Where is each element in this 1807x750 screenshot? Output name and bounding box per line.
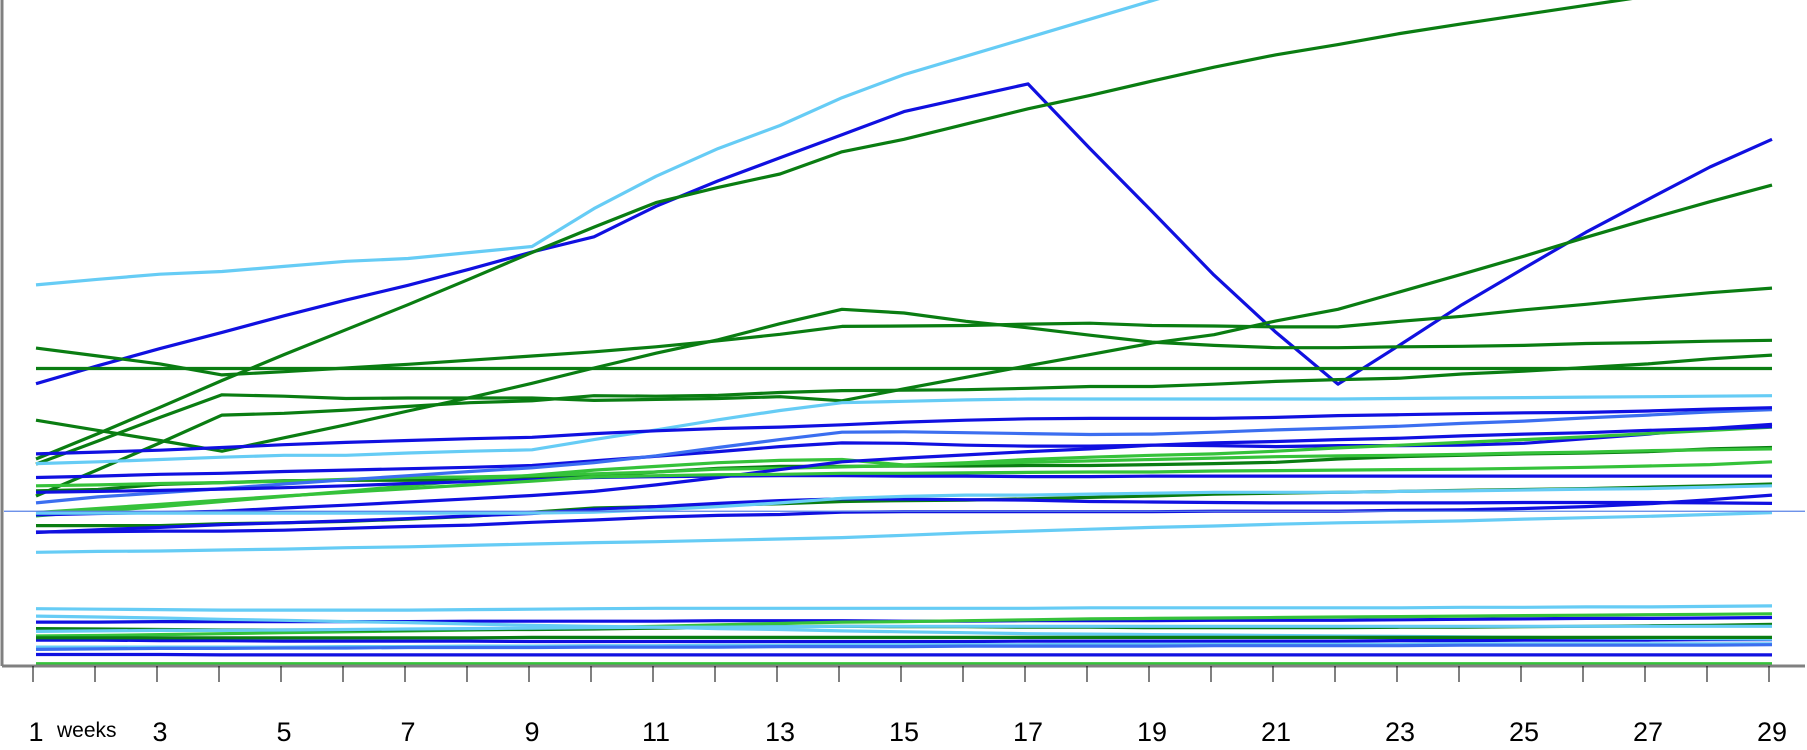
series-line-18 — [35, 425, 1773, 517]
x-axis-tick-labels: 1 3 5 7 9 11 13 15 17 19 21 23 25 27 29 — [28, 717, 1787, 747]
series-line-10 — [35, 394, 1773, 466]
series-line-2 — [35, 82, 1773, 386]
series-line-23 — [36, 484, 1773, 515]
x-tick-label: 11 — [642, 717, 670, 747]
x-tick-label: 5 — [276, 717, 291, 747]
series-line-1 — [35, 0, 1160, 287]
x-tick-label: 25 — [1509, 717, 1539, 747]
series-line-16 — [35, 408, 1773, 505]
x-tick-label: 21 — [1261, 717, 1291, 747]
series-line-34 — [35, 643, 1773, 651]
x-tick-label: 15 — [889, 717, 919, 747]
x-tick-label: 27 — [1633, 717, 1663, 747]
x-tick-label: 7 — [400, 717, 415, 747]
x-tick-label: 29 — [1757, 717, 1787, 747]
series-line-4 — [35, 286, 1773, 377]
series-line-26 — [35, 612, 1773, 638]
x-tick-label: 23 — [1385, 717, 1415, 747]
x-tick-label: 1 — [28, 717, 43, 747]
series-line-8 — [35, 307, 1773, 453]
series-line-24 — [35, 604, 1773, 612]
x-axis-ticks — [32, 666, 1770, 682]
series-line-20 — [35, 497, 1773, 535]
series-line-28 — [35, 624, 1772, 633]
series-line-15 — [35, 511, 1773, 554]
series-line-7 — [35, 353, 1773, 498]
series-line-11 — [35, 422, 1773, 480]
series-layer — [35, 0, 1773, 666]
series-line-22 — [35, 460, 1773, 515]
x-tick-label: 3 — [152, 717, 167, 747]
x-tick-label: 19 — [1137, 717, 1167, 747]
x-tick-label: 17 — [1013, 717, 1043, 747]
series-line-29 — [36, 638, 1772, 644]
x-tick-label: 13 — [765, 717, 795, 747]
x-axis-unit-label: weeks — [56, 719, 117, 742]
series-line-3 — [35, 0, 1633, 461]
series-line-17 — [35, 406, 1773, 456]
series-line-21 — [35, 474, 1772, 494]
x-tick-label: 9 — [524, 717, 539, 747]
